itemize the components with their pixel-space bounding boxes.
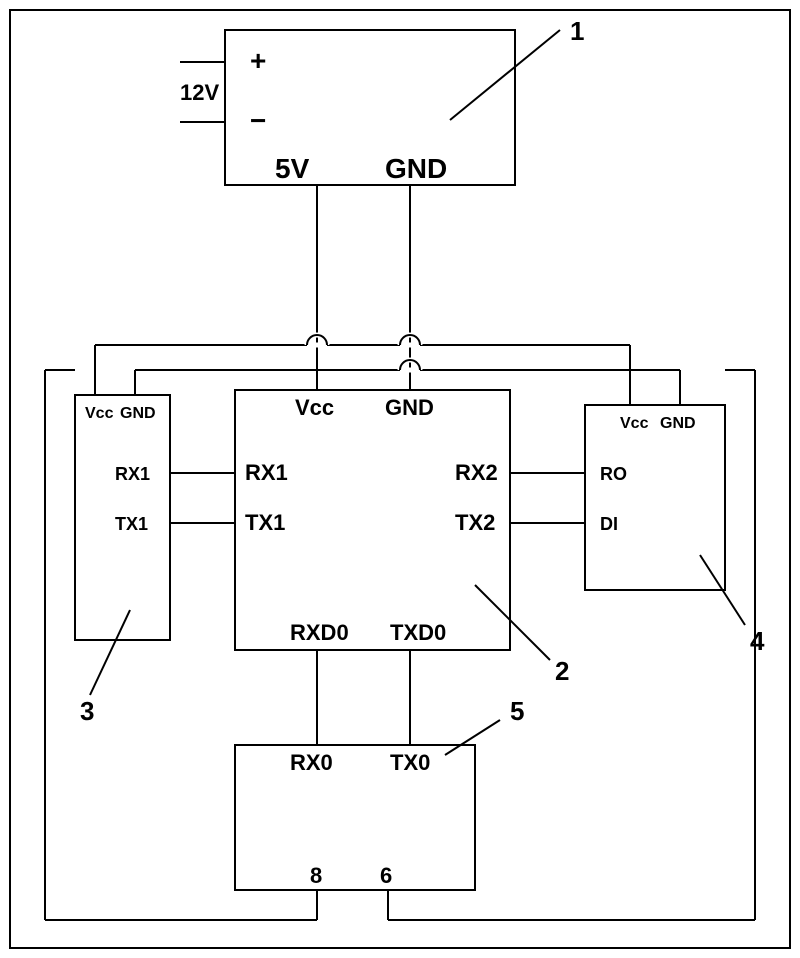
wires xyxy=(45,62,755,920)
label-b1-v5: 5V xyxy=(275,153,310,184)
ref-leader-r3 xyxy=(90,610,130,695)
label-b1-v12: 12V xyxy=(180,80,219,105)
reference-leaders xyxy=(90,30,745,755)
label-b5-rx0: RX0 xyxy=(290,750,333,775)
label-b2-tx1: TX1 xyxy=(245,510,285,535)
label-b5-p8: 8 xyxy=(310,863,322,888)
ref-label-3: 3 xyxy=(80,696,94,726)
label-b1-gnd: GND xyxy=(385,153,447,184)
block-5-usb-uart xyxy=(235,745,475,890)
label-b4-di: DI xyxy=(600,514,618,534)
label-b2-gnd: GND xyxy=(385,395,434,420)
label-b3-tx1: TX1 xyxy=(115,514,148,534)
labels: 1 2 3 4 5 + − 12V 5V GND Vcc GND RX1 TX1 RX2 TX2 RXD0 TXD… xyxy=(80,16,765,888)
label-b1-plus: + xyxy=(250,45,266,76)
label-b5-tx0: TX0 xyxy=(390,750,430,775)
ref-leader-r1 xyxy=(450,30,560,120)
ref-leader-r2 xyxy=(475,585,550,660)
diagram-canvas: 1 2 3 4 5 + − 12V 5V GND Vcc GND RX1 TX1 RX2 TX2 RXD0 TXD… xyxy=(0,0,800,958)
ref-label-5: 5 xyxy=(510,696,524,726)
label-b5-p6: 6 xyxy=(380,863,392,888)
label-b3-vcc: Vcc xyxy=(85,405,114,422)
label-b2-vcc: Vcc xyxy=(295,395,334,420)
label-b2-rx1: RX1 xyxy=(245,460,288,485)
label-b4-ro: RO xyxy=(600,464,627,484)
label-b4-gnd: GND xyxy=(660,415,696,432)
ref-label-2: 2 xyxy=(555,656,569,686)
block-1-power-supply xyxy=(225,30,515,185)
ref-label-4: 4 xyxy=(750,626,765,656)
ref-label-1: 1 xyxy=(570,16,584,46)
label-b3-gnd: GND xyxy=(120,405,156,422)
label-b4-vcc: Vcc xyxy=(620,415,649,432)
wire-hops xyxy=(307,335,420,370)
label-b2-txd0: TXD0 xyxy=(390,620,446,645)
ref-leader-r5 xyxy=(445,720,500,755)
label-b1-minus: − xyxy=(250,105,266,136)
label-b2-rxd0: RXD0 xyxy=(290,620,349,645)
label-b3-rx1: RX1 xyxy=(115,464,150,484)
label-b2-tx2: TX2 xyxy=(455,510,495,535)
label-b2-rx2: RX2 xyxy=(455,460,498,485)
